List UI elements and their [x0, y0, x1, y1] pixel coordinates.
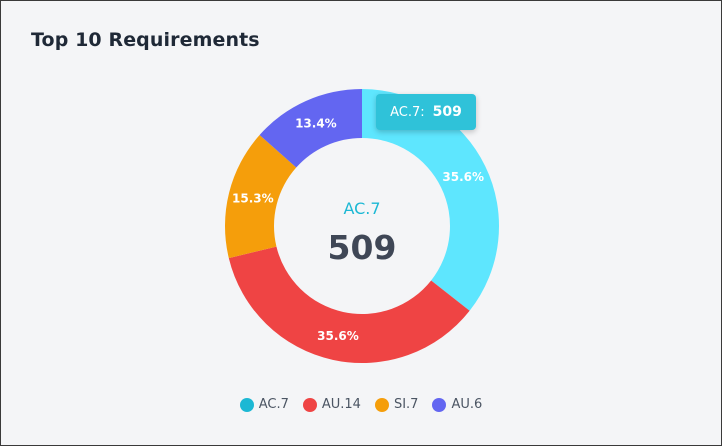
slice-au14[interactable]: [228, 246, 470, 364]
legend-label-si7: SI.7: [393, 397, 419, 412]
legend-item-si7[interactable]: SI.7: [374, 397, 419, 412]
card-title: Top 10 Requirements: [31, 29, 260, 51]
slice-au6[interactable]: [259, 89, 362, 168]
slice-ac7[interactable]: [362, 89, 499, 311]
center-value: 509: [328, 228, 397, 267]
chart-tooltip: AC.7: 509: [376, 94, 476, 130]
tooltip-label: AC.7:: [390, 104, 425, 120]
slice-label-si7: 15.3%: [232, 192, 274, 206]
legend-dot-ac7: [239, 397, 254, 412]
legend-label-au6: AU.6: [451, 397, 483, 412]
legend-dot-au6: [432, 397, 447, 412]
slice-label-ac7: 35.6%: [442, 170, 484, 184]
legend-dot-si7: [374, 397, 389, 412]
legend-dot-au14: [302, 397, 317, 412]
slice-label-au14: 35.6%: [317, 329, 359, 343]
legend-item-au6[interactable]: AU.6: [432, 397, 482, 412]
legend-item-ac7[interactable]: AC.7: [239, 397, 289, 412]
tooltip-value: 509: [432, 104, 462, 120]
center-label: AC.7: [343, 199, 380, 218]
legend-item-au14[interactable]: AU.14: [302, 397, 361, 412]
legend-label-au14: AU.14: [321, 397, 361, 412]
slice-si7[interactable]: [225, 134, 297, 259]
legend-label-ac7: AC.7: [258, 397, 289, 412]
chart-legend: AC.7 AU.14 SI.7 AU.6: [0, 397, 722, 412]
slice-label-au6: 13.4%: [295, 116, 337, 130]
